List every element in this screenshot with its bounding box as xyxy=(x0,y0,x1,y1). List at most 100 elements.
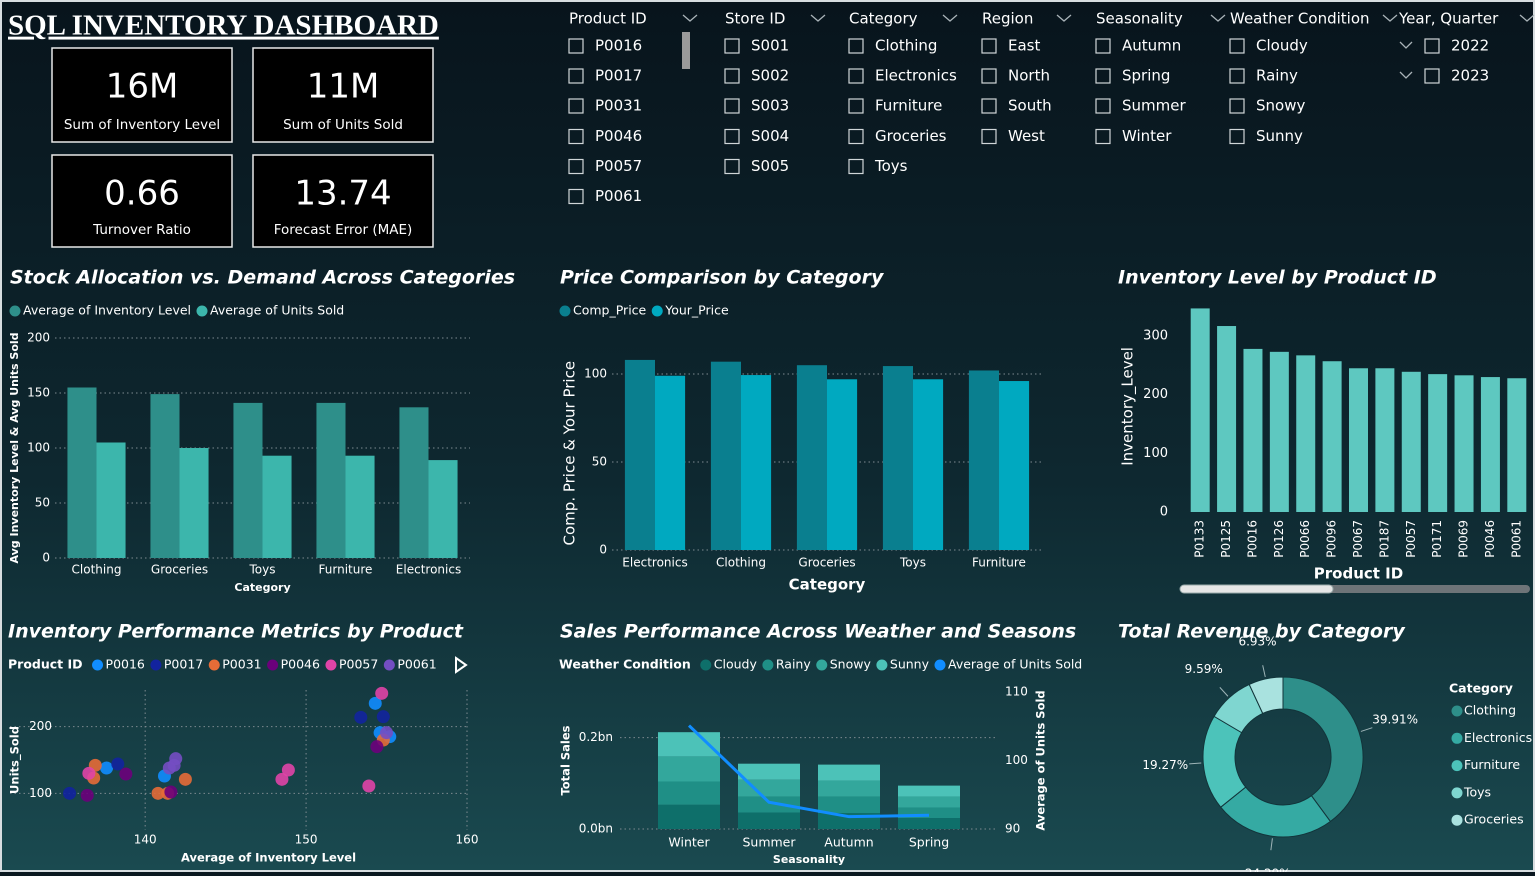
slicer-chevron[interactable] xyxy=(682,14,698,22)
slicer-item[interactable]: Sunny xyxy=(1256,127,1303,145)
slicer-checkbox[interactable] xyxy=(848,158,864,175)
bar[interactable] xyxy=(1322,361,1342,512)
slicer-chevron[interactable] xyxy=(1382,14,1398,22)
stacked-bar-segment[interactable] xyxy=(898,818,960,829)
legend-label[interactable]: Your_Price xyxy=(664,303,729,318)
legend-label[interactable]: P0057 xyxy=(339,657,378,672)
slicer-checkbox[interactable] xyxy=(1095,68,1111,84)
scatter-point[interactable] xyxy=(178,772,192,786)
slicer-item[interactable]: East xyxy=(1008,37,1040,55)
bar[interactable] xyxy=(796,365,827,550)
slicer-checkbox[interactable] xyxy=(1095,98,1111,114)
legend-label[interactable]: Cloudy xyxy=(714,657,758,672)
bar[interactable] xyxy=(96,442,126,559)
legend-label[interactable]: Rainy xyxy=(776,657,811,672)
legend-next-arrow[interactable] xyxy=(455,656,468,674)
stacked-bar-segment[interactable] xyxy=(658,732,720,757)
slicer-item[interactable]: Groceries xyxy=(875,127,947,145)
bar[interactable] xyxy=(1454,375,1474,512)
bar[interactable] xyxy=(262,455,292,558)
scatter-point[interactable] xyxy=(281,763,295,777)
stacked-bar-segment[interactable] xyxy=(658,756,720,782)
legend-label[interactable]: Comp_Price xyxy=(573,303,647,318)
slicer-checkbox[interactable] xyxy=(848,98,864,114)
legend-label[interactable]: Clothing xyxy=(1464,703,1516,718)
slicer-checkbox[interactable] xyxy=(981,38,997,54)
legend-label[interactable]: Average of Inventory Level xyxy=(23,303,191,318)
slicer-checkbox[interactable] xyxy=(1424,68,1440,84)
bar[interactable] xyxy=(1296,355,1316,512)
slicer-item[interactable]: Spring xyxy=(1122,67,1170,85)
bar[interactable] xyxy=(1243,348,1263,512)
stacked-bar-segment[interactable] xyxy=(658,804,720,829)
slicer-chevron[interactable] xyxy=(942,14,958,22)
slicer-checkbox[interactable] xyxy=(1229,68,1245,84)
slicer-checkbox[interactable] xyxy=(1229,38,1245,54)
slicer-item[interactable]: S003 xyxy=(751,97,789,115)
slicer-checkbox[interactable] xyxy=(981,98,997,114)
slicer-item[interactable]: Snowy xyxy=(1256,97,1305,115)
slicer-item[interactable]: 2023 xyxy=(1451,67,1489,85)
bar[interactable] xyxy=(655,375,686,550)
slicer-item[interactable]: S005 xyxy=(751,157,789,175)
bar[interactable] xyxy=(1190,308,1210,512)
slicer-item[interactable]: P0057 xyxy=(595,157,642,175)
scatter-point[interactable] xyxy=(380,726,394,740)
slicer-item[interactable]: Toys xyxy=(874,157,908,175)
bar[interactable] xyxy=(999,381,1030,550)
bar[interactable] xyxy=(150,394,180,558)
stacked-bar-segment[interactable] xyxy=(818,796,880,814)
bar[interactable] xyxy=(968,370,999,550)
slicer-scrollbar[interactable] xyxy=(682,32,690,69)
scatter-point[interactable] xyxy=(376,710,390,724)
legend-label[interactable]: P0017 xyxy=(164,657,203,672)
slicer-checkbox[interactable] xyxy=(568,128,584,145)
slicer-item[interactable]: S001 xyxy=(751,37,789,55)
scatter-point[interactable] xyxy=(164,785,178,799)
legend-label[interactable]: Snowy xyxy=(830,657,872,672)
slicer-checkbox[interactable] xyxy=(724,128,740,145)
legend-label[interactable]: P0046 xyxy=(281,657,320,672)
bar[interactable] xyxy=(1375,368,1395,512)
stacked-bar-segment[interactable] xyxy=(738,812,800,829)
slicer-item[interactable]: 2022 xyxy=(1451,37,1489,55)
legend-label[interactable]: P0016 xyxy=(106,657,145,672)
bar[interactable] xyxy=(1401,371,1421,512)
slicer-checkbox[interactable] xyxy=(724,38,740,54)
bar[interactable] xyxy=(882,366,913,550)
slicer-checkbox[interactable] xyxy=(848,68,864,84)
legend-label[interactable]: Furniture xyxy=(1464,757,1520,772)
slicer-title[interactable]: Store ID xyxy=(725,10,785,28)
slicer-expand[interactable] xyxy=(1399,41,1413,49)
slicer-chevron[interactable] xyxy=(1056,14,1072,22)
legend-label[interactable]: Toys xyxy=(1463,784,1491,799)
stacked-bar-segment[interactable] xyxy=(738,779,800,797)
bar[interactable] xyxy=(1507,378,1527,512)
legend-label[interactable]: Electronics xyxy=(1464,730,1532,745)
bar[interactable] xyxy=(1349,368,1368,512)
slicer-item[interactable]: P0061 xyxy=(595,187,642,205)
legend-label[interactable]: Average of Units Sold xyxy=(948,657,1082,672)
slicer-checkbox[interactable] xyxy=(1095,38,1111,54)
slicer-item[interactable]: North xyxy=(1008,67,1050,85)
scatter-point[interactable] xyxy=(368,696,382,710)
slicer-item[interactable]: P0017 xyxy=(595,67,642,85)
slicer-chevron[interactable] xyxy=(1210,14,1226,22)
legend-label[interactable]: Sunny xyxy=(890,657,930,672)
donut-slice[interactable] xyxy=(1282,676,1364,823)
scatter-point[interactable] xyxy=(100,761,114,775)
legend-label[interactable]: P0031 xyxy=(222,657,261,672)
slicer-checkbox[interactable] xyxy=(568,158,584,175)
stacked-bar-segment[interactable] xyxy=(898,807,960,819)
scatter-point[interactable] xyxy=(370,740,384,754)
slicer-checkbox[interactable] xyxy=(724,158,740,175)
slicer-chevron[interactable] xyxy=(1519,14,1535,22)
scatter-point[interactable] xyxy=(119,767,133,781)
slicer-item[interactable]: Rainy xyxy=(1256,67,1298,85)
slicer-checkbox[interactable] xyxy=(1229,98,1245,114)
slicer-item[interactable]: Winter xyxy=(1122,127,1172,145)
bar[interactable] xyxy=(399,407,429,558)
scatter-point[interactable] xyxy=(375,686,389,700)
bar[interactable] xyxy=(1480,377,1500,512)
legend-label[interactable]: Average of Units Sold xyxy=(210,303,344,318)
